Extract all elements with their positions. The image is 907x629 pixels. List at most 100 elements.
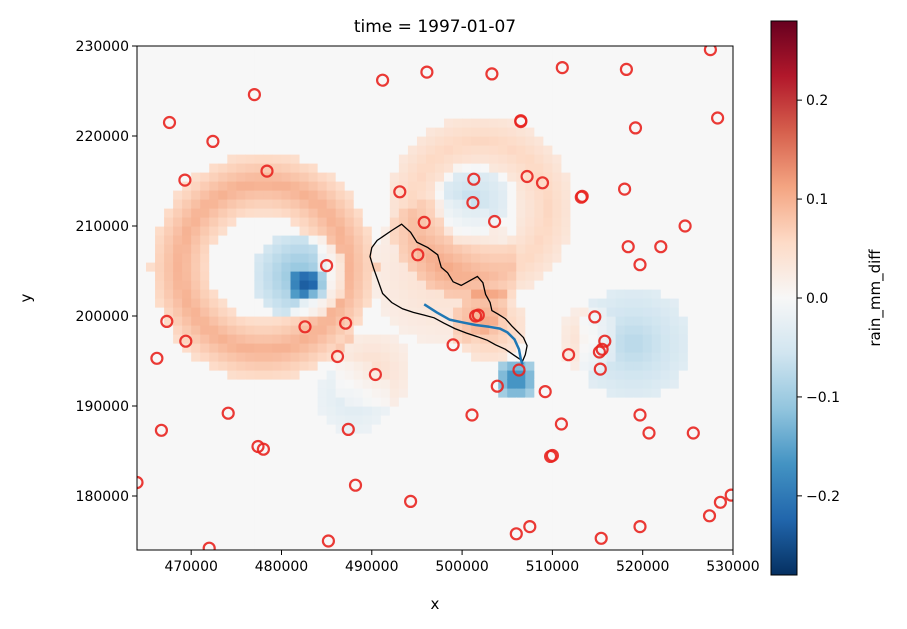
heatmap-cell [263, 280, 274, 290]
heatmap-cell [507, 145, 517, 155]
heatmap-cell [561, 532, 572, 542]
heatmap-cell [200, 91, 210, 101]
heatmap-cell [335, 478, 346, 488]
heatmap-cell [462, 262, 472, 272]
heatmap-cell [534, 154, 544, 164]
heatmap-cell [561, 316, 572, 326]
heatmap-cell [146, 100, 156, 110]
heatmap-cell [155, 424, 165, 434]
heatmap-cell [552, 190, 563, 200]
heatmap-cell [272, 523, 283, 533]
heatmap-cell [209, 289, 219, 299]
heatmap-cell [146, 397, 156, 407]
heatmap-cell [615, 118, 626, 128]
heatmap-cell [398, 271, 409, 281]
heatmap-cell [254, 469, 265, 479]
heatmap-cell [714, 460, 725, 470]
heatmap-cell [173, 118, 183, 128]
heatmap-cell [579, 253, 590, 263]
heatmap-cell [552, 442, 563, 452]
heatmap-cell [416, 118, 427, 128]
heatmap-cell [290, 433, 301, 443]
heatmap-cell [579, 451, 590, 461]
heatmap-cell [507, 190, 517, 200]
heatmap-cell [579, 91, 590, 101]
station-marker [404, 494, 418, 508]
heatmap-cell [615, 523, 626, 533]
heatmap-cell [624, 487, 635, 497]
heatmap-cell [606, 343, 617, 353]
heatmap-cell [173, 289, 183, 299]
station-marker [617, 182, 632, 196]
heatmap-cell [543, 118, 553, 128]
heatmap-cell [245, 91, 255, 101]
heatmap-cell [480, 361, 490, 371]
heatmap-cell [579, 190, 590, 200]
heatmap-cell [245, 388, 255, 398]
heatmap-cell [588, 289, 599, 299]
heatmap-cell [471, 64, 481, 74]
heatmap-cell [642, 109, 653, 119]
heatmap-cell [696, 163, 707, 173]
heatmap-cell [326, 91, 337, 101]
heatmap-cell [588, 82, 599, 92]
heatmap-cell [281, 208, 292, 218]
heatmap-cell [344, 82, 355, 92]
heatmap-cell [182, 532, 192, 542]
heatmap-cell [200, 118, 210, 128]
heatmap-cell [137, 541, 147, 550]
heatmap-cell [444, 253, 454, 263]
heatmap-cell [525, 190, 535, 200]
heatmap-cell [173, 172, 183, 182]
heatmap-cell [371, 46, 382, 56]
station-marker [724, 488, 733, 502]
heatmap-cell [606, 424, 617, 434]
heatmap-cell [723, 316, 733, 326]
heatmap-cell [633, 370, 644, 380]
heatmap-cell [182, 478, 192, 488]
heatmap-cell [146, 217, 156, 227]
heatmap-cell [362, 136, 373, 146]
heatmap-cell [714, 145, 725, 155]
heatmap-cell [633, 91, 644, 101]
heatmap-cell [290, 343, 301, 353]
heatmap-cell [272, 163, 283, 173]
colorbar-tick-label: 0.0 [806, 291, 828, 307]
heatmap-cell [353, 415, 364, 425]
heatmap-cell [570, 154, 581, 164]
heatmap-cell [669, 370, 680, 380]
heatmap-cell [362, 298, 373, 308]
heatmap-cell [444, 424, 454, 434]
heatmap-cell [182, 469, 192, 479]
heatmap-cell [606, 460, 617, 470]
heatmap-cell [489, 181, 499, 191]
heatmap-cell [227, 343, 237, 353]
heatmap-cell [489, 532, 499, 542]
heatmap-cell [534, 478, 544, 488]
heatmap-cell [651, 370, 662, 380]
heatmap-cell [290, 388, 301, 398]
heatmap-cell [299, 505, 310, 515]
heatmap-cell [191, 226, 201, 236]
heatmap-cell [272, 298, 283, 308]
heatmap-cell [651, 172, 662, 182]
heatmap-cell [453, 118, 463, 128]
heatmap-cell [290, 46, 301, 56]
heatmap-cell [714, 235, 725, 245]
heatmap-cell [714, 406, 725, 416]
heatmap-cell [137, 46, 147, 56]
heatmap-cell [615, 460, 626, 470]
heatmap-cell [371, 253, 382, 263]
heatmap-cell [218, 532, 228, 542]
heatmap-cell [714, 73, 725, 83]
heatmap-cell [471, 280, 481, 290]
heatmap-cell [597, 334, 608, 344]
heatmap-cell [137, 370, 147, 380]
heatmap-cell [552, 352, 563, 362]
heatmap-cell [155, 217, 165, 227]
heatmap-cell [245, 514, 255, 524]
heatmap-cell [425, 100, 436, 110]
heatmap-cell [561, 433, 572, 443]
heatmap-cell [335, 271, 346, 281]
heatmap-cell [290, 505, 301, 515]
